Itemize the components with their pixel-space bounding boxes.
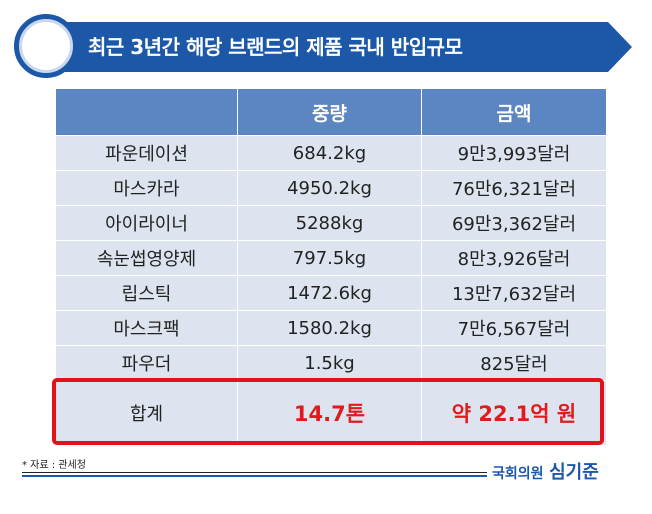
product-weight: 1472.6kg <box>237 275 422 311</box>
product-weight: 1580.2kg <box>237 310 422 346</box>
product-name: 립스틱 <box>55 275 238 311</box>
source-note: * 자료 : 관세청 <box>22 460 86 471</box>
product-name: 마스크팩 <box>55 310 238 346</box>
product-name: 파운데이션 <box>55 135 238 171</box>
table-row: 파우더 1.5kg 825달러 <box>55 345 607 381</box>
product-amount: 69만3,362달러 <box>421 205 607 241</box>
product-amount: 76만6,321달러 <box>421 170 607 206</box>
page-title: 최근 3년간 해당 브랜드의 제품 국내 반입규모 <box>88 35 463 59</box>
product-weight: 797.5kg <box>237 240 422 276</box>
total-amount: 약 22.1억 원 <box>421 380 607 446</box>
product-name: 파우더 <box>55 345 238 381</box>
table-row: 마스크팩 1580.2kg 7만6,567달러 <box>55 310 607 346</box>
product-amount: 7만6,567달러 <box>421 310 607 346</box>
title-banner <box>32 22 632 72</box>
product-amount: 9만3,993달러 <box>421 135 607 171</box>
total-weight: 14.7톤 <box>237 380 422 446</box>
product-amount: 825달러 <box>421 345 607 381</box>
total-highlight-box <box>52 378 604 445</box>
product-weight: 1.5kg <box>237 345 422 381</box>
product-weight: 5288kg <box>237 205 422 241</box>
table-header-row: 중량 금액 <box>55 88 607 136</box>
import-table: 중량 금액 파운데이션 684.2kg 9만3,993달러 마스카라 4950.… <box>55 88 607 446</box>
table-row: 립스틱 1472.6kg 13만7,632달러 <box>55 275 607 311</box>
product-amount: 13만7,632달러 <box>421 275 607 311</box>
product-amount: 8만3,926달러 <box>421 240 607 276</box>
header-empty <box>55 88 238 136</box>
product-weight: 684.2kg <box>237 135 422 171</box>
table-row: 아이라이너 5288kg 69만3,362달러 <box>55 205 607 241</box>
product-name: 속눈썹영양제 <box>55 240 238 276</box>
circle-icon <box>14 14 78 78</box>
table-row: 마스카라 4950.2kg 76만6,321달러 <box>55 170 607 206</box>
header-amount: 금액 <box>421 88 607 136</box>
credit: 국회의원 심기준 <box>492 458 599 484</box>
credit-prefix: 국회의원 <box>492 466 544 482</box>
footer-divider <box>22 472 487 473</box>
credit-name: 심기준 <box>549 462 599 483</box>
table-row: 파운데이션 684.2kg 9만3,993달러 <box>55 135 607 171</box>
table-row: 속눈썹영양제 797.5kg 8만3,926달러 <box>55 240 607 276</box>
footer-divider-accent <box>22 475 487 477</box>
product-name: 아이라이너 <box>55 205 238 241</box>
product-weight: 4950.2kg <box>237 170 422 206</box>
product-name: 마스카라 <box>55 170 238 206</box>
header-weight: 중량 <box>237 88 422 136</box>
